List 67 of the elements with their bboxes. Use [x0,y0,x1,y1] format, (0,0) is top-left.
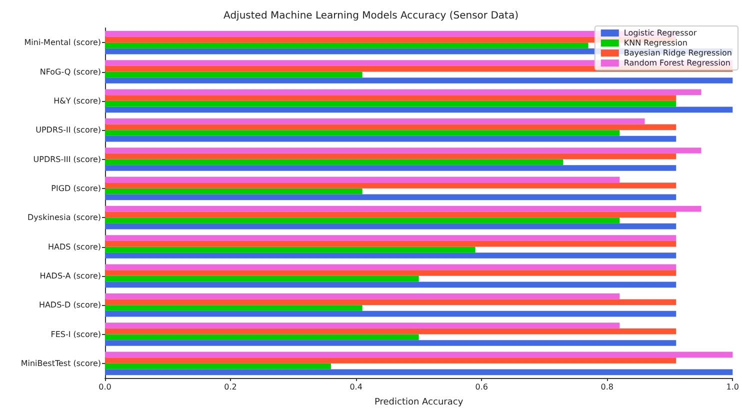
x-tick-label: 0.0 [98,382,112,392]
x-tick-label: 0.8 [600,382,614,392]
bar [105,218,620,224]
bar [105,153,676,160]
x-tick-label: 0.2 [224,382,237,392]
bar [105,293,620,300]
x-tick-label: 1.0 [726,382,740,392]
bar [105,89,702,96]
bar [105,165,676,171]
y-tick-label: HADS-A (score) [40,271,101,280]
bar [105,42,588,48]
y-tick-label: UPDRS-II (score) [36,126,101,135]
y-tick-label: Dyskinesia (score) [28,213,101,222]
bar [105,188,362,194]
bar [105,310,676,317]
bar [105,72,362,78]
bar [105,352,733,358]
y-tick-label: HADS-D (score) [38,300,101,310]
bar [105,322,620,328]
bar [105,106,733,113]
bar [105,148,702,154]
bar [105,124,676,130]
y-tick-label: MiniBestTest (score) [20,358,101,368]
y-tick-label: FES-I (score) [50,330,101,339]
x-tick-label: 0.6 [475,382,488,392]
y-tick-label: HADS (score) [48,242,101,252]
bar [105,100,676,107]
x-axis-title: Prediction Accuracy [374,398,464,408]
chart-title: Adjusted Machine Learning Models Accuracy (Sensor Data) [224,10,519,22]
legend-label: Logistic Regressor [624,28,698,38]
legend-label: Random Forest Regression [624,58,730,68]
bar [105,276,419,282]
x-tick-label: 0.4 [350,382,362,392]
bar [105,212,676,218]
y-tick-label: PIGD (score) [51,184,101,193]
bar [105,223,676,230]
bar [105,282,676,288]
bar [105,305,362,311]
bar [105,176,620,183]
bar [105,95,676,101]
bar [105,118,645,124]
bar [105,194,676,200]
y-tick-label: H&Y (score) [54,96,101,106]
bar [105,340,676,346]
y-tick-label: NFoG-Q (score) [40,67,101,76]
y-tick-label: Mini-Mental (score) [24,38,101,48]
bar [105,246,476,253]
bar [105,299,676,306]
bar [105,240,676,247]
bar [105,270,676,276]
y-tick-label: UPDRS-III (score) [33,154,101,164]
bar [105,206,702,212]
bar [105,334,419,340]
legend-label: Bayesian Ridge Regression [624,48,732,58]
bar [105,358,676,364]
legend-label: KNN Regression [624,38,688,48]
bar [105,130,620,136]
bar [105,159,564,166]
bar [105,369,733,376]
bar [105,252,676,258]
bar [105,78,733,84]
bar [105,328,676,334]
bar [105,363,331,370]
bar [105,235,676,241]
bar [105,182,676,188]
bar [105,136,676,142]
bar [105,264,676,270]
